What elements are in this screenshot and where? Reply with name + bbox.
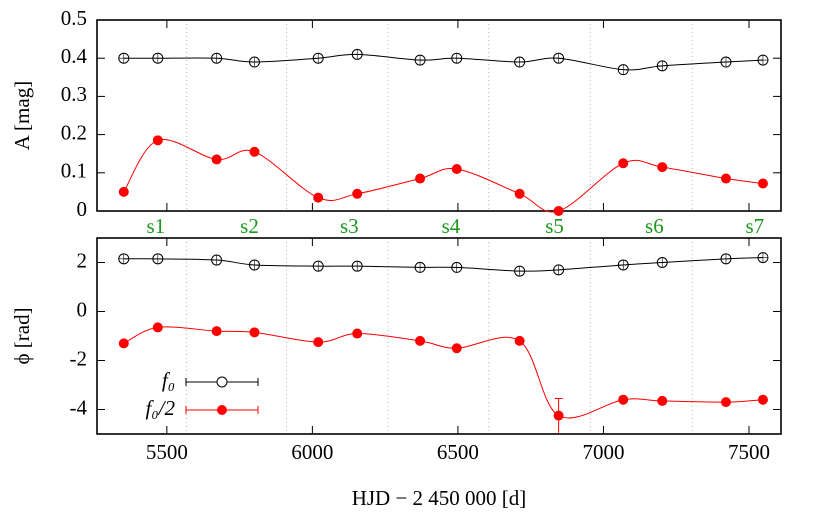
point xyxy=(757,178,768,189)
segment-label: s3 xyxy=(340,214,359,238)
legend-marker xyxy=(216,376,228,388)
point xyxy=(451,343,462,354)
point xyxy=(720,173,731,184)
point-errcap xyxy=(415,262,426,273)
segment-label: s1 xyxy=(146,214,165,238)
point xyxy=(352,188,363,199)
point-errcap xyxy=(352,49,363,60)
point xyxy=(553,410,564,421)
point xyxy=(118,186,129,197)
x-axis-label: HJD − 2 450 000 [d] xyxy=(352,486,527,510)
y-tick-label: 0.3 xyxy=(61,82,87,106)
series-line xyxy=(123,326,763,419)
point xyxy=(211,154,222,165)
point-errcap xyxy=(451,53,462,64)
point-errcap xyxy=(249,259,260,270)
point xyxy=(352,328,363,339)
point-errcap xyxy=(249,57,260,68)
point-errcap xyxy=(553,53,564,64)
y-tick-label: 2 xyxy=(77,248,88,272)
x-tick-label: 6000 xyxy=(291,440,333,464)
point-errcap xyxy=(211,53,222,64)
y-tick-label: 0 xyxy=(77,297,88,321)
x-tick-label: 7500 xyxy=(728,440,770,464)
point-errcap xyxy=(451,262,462,273)
point xyxy=(118,338,129,349)
point-errcap xyxy=(514,57,525,68)
point xyxy=(618,158,629,169)
point-errcap xyxy=(757,252,768,263)
legend-marker xyxy=(217,405,227,415)
point xyxy=(553,206,564,216)
segment-label: s2 xyxy=(240,214,259,238)
y-tick-label: 0.4 xyxy=(61,44,88,68)
point-errcap xyxy=(657,60,668,71)
point-errcap xyxy=(757,55,768,66)
point-errcap xyxy=(211,255,222,266)
point-errcap xyxy=(514,266,525,277)
point xyxy=(249,327,260,338)
point xyxy=(514,188,525,199)
point-errcap xyxy=(553,264,564,275)
y-axis-label: A [mag] xyxy=(10,81,34,150)
point xyxy=(415,173,426,184)
y-axis-label: ϕ [rad] xyxy=(10,307,34,364)
point-errcap xyxy=(352,261,363,272)
legend-label: f₀/2 xyxy=(146,396,176,420)
point xyxy=(211,326,222,337)
point-errcap xyxy=(152,253,163,264)
segment-label: s7 xyxy=(745,214,764,238)
plot-frame xyxy=(96,19,782,212)
y-tick-label: -4 xyxy=(70,395,88,419)
y-tick-label: 0.1 xyxy=(61,159,87,183)
point-errcap xyxy=(618,64,629,75)
point xyxy=(152,135,163,146)
point xyxy=(757,394,768,405)
point-errcap xyxy=(118,53,129,64)
y-tick-label: -2 xyxy=(70,346,88,370)
point xyxy=(249,146,260,157)
segment-label: s6 xyxy=(645,214,664,238)
point xyxy=(618,394,629,405)
y-tick-label: 0.5 xyxy=(61,6,87,30)
point-errcap xyxy=(313,261,324,272)
point-errcap xyxy=(415,55,426,66)
y-tick-label: 0 xyxy=(77,197,88,221)
point-errcap xyxy=(313,53,324,64)
point xyxy=(657,162,668,173)
x-tick-label: 6500 xyxy=(437,440,479,464)
point xyxy=(415,335,426,346)
point-errcap xyxy=(152,53,163,64)
x-tick-label: 7000 xyxy=(582,440,624,464)
plot-frame xyxy=(96,237,782,435)
point xyxy=(514,335,525,346)
point-errcap xyxy=(720,57,731,68)
point xyxy=(657,395,668,406)
y-tick-label: 0.2 xyxy=(61,120,87,144)
point-errcap xyxy=(720,253,731,264)
point xyxy=(451,163,462,174)
point xyxy=(313,337,324,348)
point xyxy=(313,192,324,203)
segment-label: s5 xyxy=(545,214,564,238)
point-errcap xyxy=(657,257,668,268)
point-errcap xyxy=(618,259,629,270)
legend-label: f₀ xyxy=(162,368,175,392)
segment-label: s4 xyxy=(442,214,461,238)
point-errcap xyxy=(118,253,129,264)
point xyxy=(152,322,163,333)
series-line xyxy=(123,139,764,213)
point xyxy=(720,397,731,408)
x-tick-label: 5500 xyxy=(146,440,188,464)
